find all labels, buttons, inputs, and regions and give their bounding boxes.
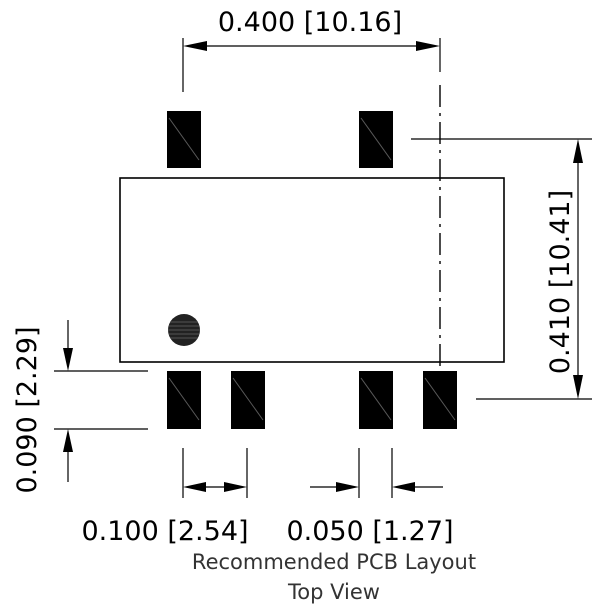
dim-row-span [411,138,592,400]
pad-top-left [167,111,201,168]
pad-bottom-1 [167,371,201,429]
dim-row-span-label: 0.410 [10.41] [545,190,576,374]
dim-pad-span-label: 0.400 [10.16] [218,7,402,38]
dim-gap-right [310,448,443,498]
caption-view: Top View [287,580,380,604]
pad-bottom-3 [359,371,393,429]
dim-pad-length-label: 0.090 [2.29] [12,326,43,493]
dim-pad-span [182,38,441,92]
dim-gap-right-label: 0.050 [1.27] [286,516,453,547]
pad-top-right [359,111,393,168]
component-body [119,177,505,363]
pad-bottom-4 [423,371,457,429]
dim-pitch-left-label: 0.100 [2.54] [81,516,248,547]
dim-pad-length [54,320,148,482]
dim-pitch-left [182,448,248,498]
pin1-marker-hatch [168,321,200,339]
caption-title: Recommended PCB Layout [192,550,476,574]
pad-bottom-2 [231,371,265,429]
